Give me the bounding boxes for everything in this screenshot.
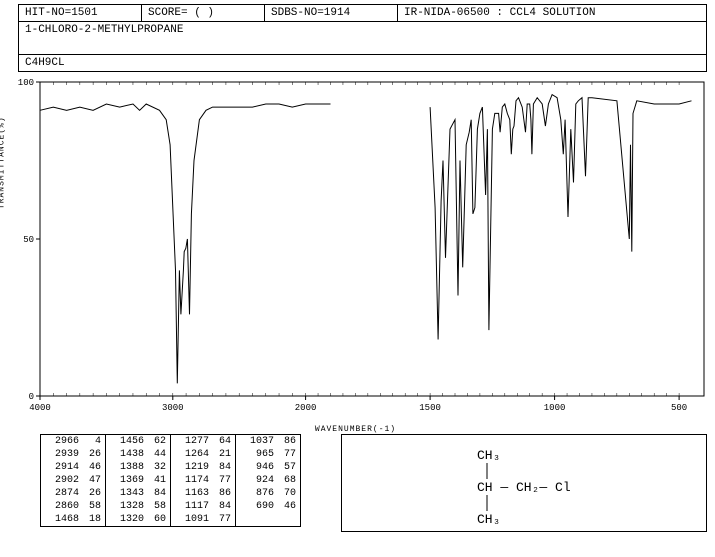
- peak-row: 134384: [106, 487, 170, 500]
- svg-text:3000: 3000: [162, 403, 184, 413]
- x-axis-label: WAVENUMBER(-1): [4, 425, 707, 434]
- peak-row: 121984: [171, 461, 235, 474]
- header-row-2: 1-CHLORO-2-METHYLPROPANE: [19, 22, 706, 55]
- peak-row: 127764: [171, 435, 235, 448]
- peak-row: 143844: [106, 448, 170, 461]
- peak-row: 111784: [171, 500, 235, 513]
- peak-row: 92468: [236, 474, 300, 487]
- peak-row: 136941: [106, 474, 170, 487]
- sdbs: SDBS-NO=1914: [265, 5, 398, 21]
- header-row-3: C4H9CL: [19, 55, 706, 71]
- spectrum-svg: 0 50 100 4000 3000 2000 1500 1000 500: [14, 76, 714, 416]
- peak-column: 1456621438441388321369411343841328581320…: [106, 435, 171, 526]
- peak-row: 145662: [106, 435, 170, 448]
- peak-row: 69046: [236, 500, 300, 513]
- peak-row: 138832: [106, 461, 170, 474]
- compound-name: 1-CHLORO-2-METHYLPROPANE: [19, 22, 706, 54]
- header-row-1: HIT-NO=1501 SCORE= ( ) SDBS-NO=1914 IR-N…: [19, 5, 706, 22]
- svg-text:100: 100: [18, 78, 34, 88]
- formula: C4H9CL: [19, 55, 706, 71]
- svg-text:0: 0: [29, 392, 34, 402]
- structure-box: CH₃ CH — CH₂— Cl CH₃: [341, 434, 707, 532]
- peak-row: 103786: [236, 435, 300, 448]
- svg-text:1000: 1000: [544, 403, 566, 413]
- peak-table: 2966429392629144629024728742628605814681…: [40, 434, 301, 527]
- svg-text:2000: 2000: [295, 403, 317, 413]
- svg-text:4000: 4000: [29, 403, 51, 413]
- peak-row: 290247: [41, 474, 105, 487]
- y-axis-label: TRANSMITTANCE(%): [0, 116, 7, 209]
- struct-ch3-bottom: CH₃: [477, 512, 500, 527]
- peak-row: 94657: [236, 461, 300, 474]
- spectrum-chart: TRANSMITTANCE(%) 05010040003000200015001…: [4, 76, 707, 426]
- svg-text:500: 500: [671, 403, 687, 413]
- struct-main: CH — CH₂— Cl: [477, 480, 571, 495]
- peak-row: 293926: [41, 448, 105, 461]
- peak-row: 96577: [236, 448, 300, 461]
- peak-row: 132858: [106, 500, 170, 513]
- header-box: HIT-NO=1501 SCORE= ( ) SDBS-NO=1914 IR-N…: [18, 4, 707, 72]
- peak-row: 132060: [106, 513, 170, 526]
- peak-row: 287426: [41, 487, 105, 500]
- peak-column: 1277641264211219841174771163861117841091…: [171, 435, 236, 526]
- peak-row: 286058: [41, 500, 105, 513]
- peak-row: 146818: [41, 513, 105, 526]
- structure-svg: CH₃ CH — CH₂— Cl CH₃: [342, 435, 706, 531]
- peak-row: 87670: [236, 487, 300, 500]
- ir-info: IR-NIDA-06500 : CCL4 SOLUTION: [398, 5, 706, 21]
- peak-row: 291446: [41, 461, 105, 474]
- svg-text:1500: 1500: [419, 403, 441, 413]
- peak-column: 1037869657794657924688767069046: [236, 435, 300, 526]
- hit-no: HIT-NO=1501: [19, 5, 142, 21]
- peak-row: 117477: [171, 474, 235, 487]
- struct-ch3-top: CH₃: [477, 448, 500, 463]
- svg-text:50: 50: [23, 235, 34, 245]
- peak-row: 109177: [171, 513, 235, 526]
- peak-row: 29664: [41, 435, 105, 448]
- peak-column: 2966429392629144629024728742628605814681…: [41, 435, 106, 526]
- score: SCORE= ( ): [142, 5, 265, 21]
- bottom-area: 2966429392629144629024728742628605814681…: [40, 434, 707, 532]
- peak-row: 116386: [171, 487, 235, 500]
- peak-row: 126421: [171, 448, 235, 461]
